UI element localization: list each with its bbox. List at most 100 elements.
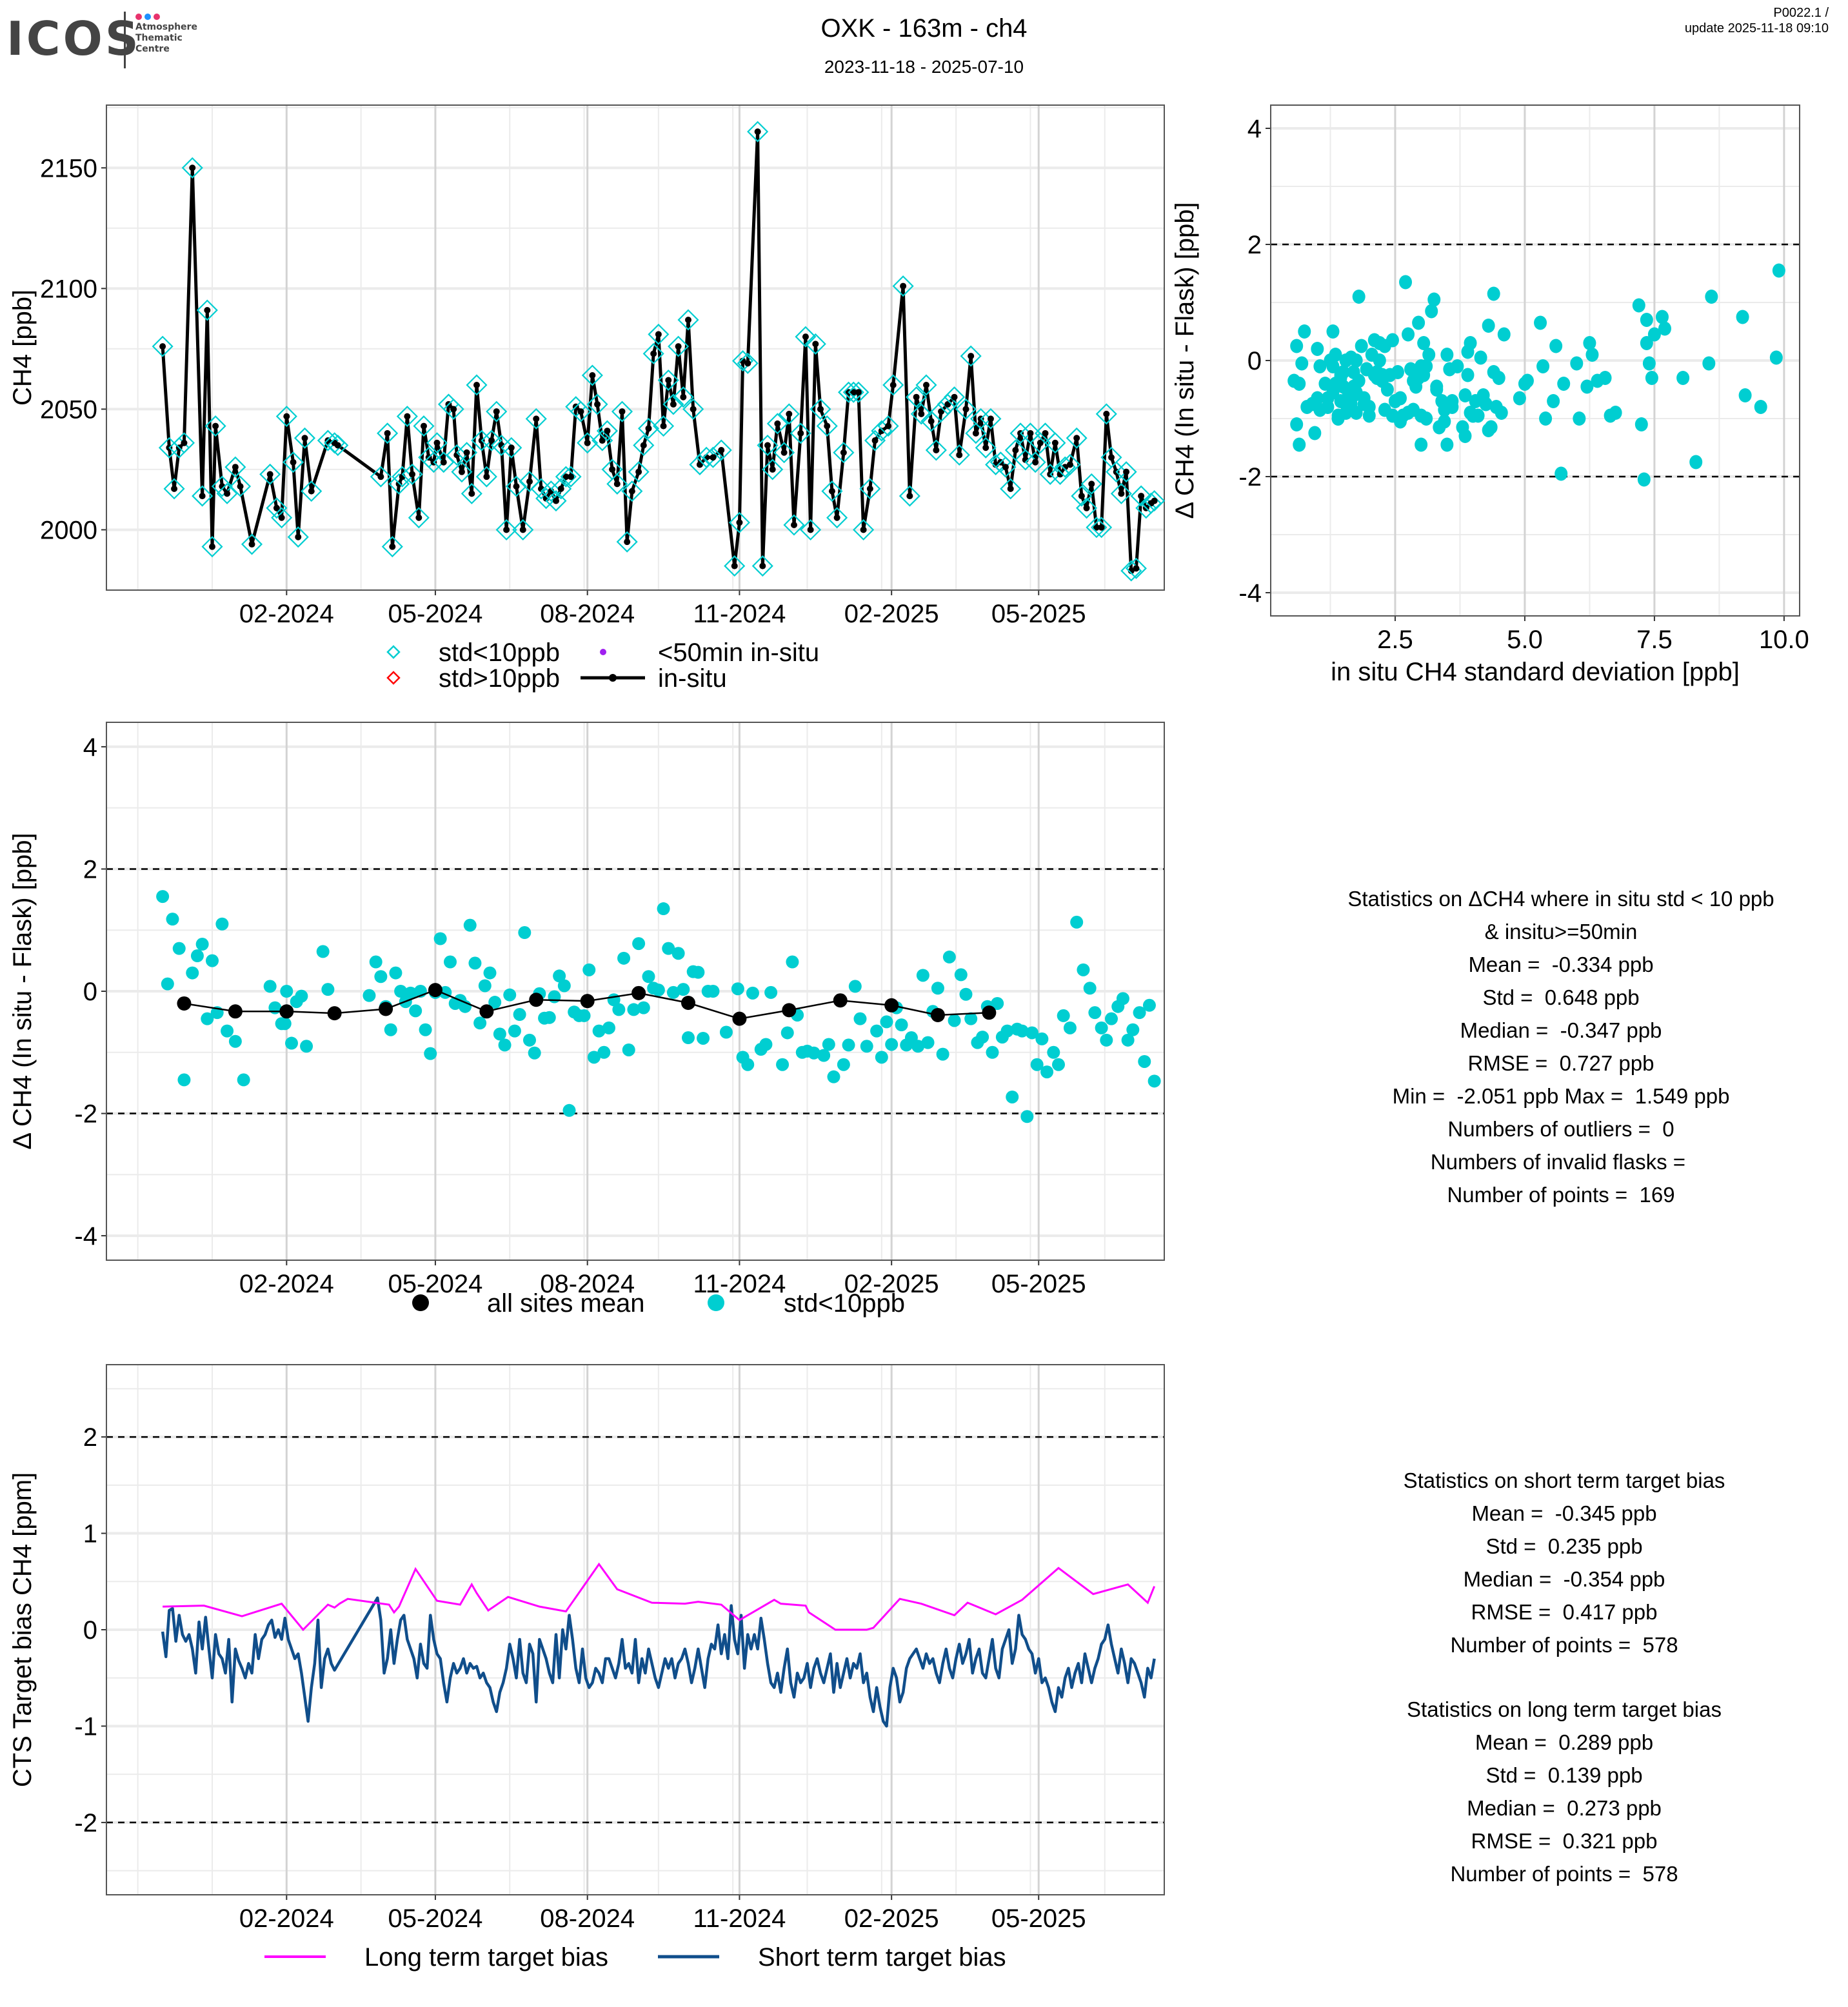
scatter-point (1349, 385, 1363, 400)
scatter-point (1555, 466, 1568, 481)
flask-std-lt10-marker (581, 364, 603, 386)
scatter-point (1580, 379, 1594, 394)
flask-std-lt10-marker (1066, 427, 1088, 449)
delta-vs-std-scatter-chart: -4 -2 0 2 4 2.5 5.0 7.5 10.0 Δ CH4 (In situ - Fla… (1171, 104, 1809, 686)
flask-std-lt10-marker (677, 309, 699, 331)
flask-std-lt10-marker (653, 415, 675, 437)
in-situ-point (1007, 485, 1014, 492)
flask-std-lt10-marker (505, 475, 528, 497)
scatter-point (1645, 371, 1658, 385)
delta-point (1116, 992, 1129, 1005)
delta-point (1015, 1024, 1029, 1038)
stats-rmse: RMSE = 0.727 ppb (1467, 1051, 1654, 1075)
scatter-point (1634, 417, 1648, 431)
legend-diamond-cyan-icon (386, 645, 401, 659)
flask-std-lt10-marker (422, 451, 444, 473)
delta-point (807, 1046, 820, 1060)
delta-point (166, 913, 179, 926)
delta-timeseries-chart: -4 -2 0 2 4 02-2024 05-2024 08-2024 11-2024 02-20… (8, 722, 1165, 1318)
delta-point (404, 986, 417, 1000)
delta-point (409, 1004, 422, 1018)
scatter-point (1451, 359, 1464, 373)
in-situ-point (885, 422, 892, 430)
scatter-point (1549, 339, 1563, 353)
all-sites-mean-point (428, 983, 442, 998)
scatter-point (1440, 348, 1454, 362)
flask-std-lt10-marker (633, 434, 655, 457)
flask-std-lt10-marker (842, 381, 864, 403)
delta-point (518, 926, 532, 940)
scatter-point (1349, 406, 1363, 420)
flask-std-lt10-marker (621, 480, 643, 502)
scatter-point (1326, 359, 1340, 373)
delta-point (627, 1003, 641, 1016)
flask-std-lt10-marker (910, 403, 932, 425)
delta-point (542, 1011, 556, 1024)
x-tick-label: 2.5 (1377, 626, 1413, 654)
y-tick-label: 0 (83, 978, 97, 1006)
flask-std-lt10-marker (816, 415, 838, 437)
flask-std-lt10-marker (241, 533, 263, 555)
in-situ-point (1078, 493, 1085, 500)
delta-point (822, 1038, 835, 1051)
in-situ-point (568, 473, 575, 480)
delta-point (642, 970, 655, 984)
flask-std-lt10-marker (833, 442, 855, 464)
y-tick-label: -2 (74, 1809, 97, 1837)
delta-point (592, 1024, 606, 1038)
in-situ-point (640, 442, 647, 449)
scatter-point (1655, 310, 1669, 324)
all-sites-mean-point (732, 1011, 747, 1026)
delta-point (1133, 1006, 1146, 1020)
delta-point (1105, 1012, 1118, 1025)
flask-std-lt10-marker (838, 381, 860, 403)
scatter-point (1647, 327, 1661, 342)
delta-point (651, 984, 665, 997)
delta-point (1052, 1058, 1065, 1071)
x-tick-label: 11-2024 (693, 1904, 786, 1933)
delta-point (394, 985, 408, 998)
delta-point (671, 947, 685, 960)
in-situ-point (987, 415, 994, 422)
plot-border (1270, 104, 1800, 617)
scatter-point (1738, 388, 1752, 402)
scatter-point (1658, 321, 1671, 336)
in-situ-point (273, 504, 280, 511)
delta-point (817, 1049, 831, 1062)
all-sites-mean-point (479, 1004, 494, 1019)
flask-std-lt10-marker (396, 406, 418, 428)
flask-std-lt10-marker (960, 345, 982, 367)
in-situ-point (754, 128, 761, 135)
delta-point (478, 979, 492, 993)
flask-std-lt10-marker (512, 519, 534, 541)
in-situ-point (463, 449, 470, 456)
delta-point (1000, 1024, 1014, 1038)
in-situ-point (680, 393, 687, 400)
delta-point (741, 1058, 755, 1071)
flask-std-lt10-marker (275, 406, 297, 428)
logo-dot (154, 14, 160, 20)
flask-std-lt10-marker (1086, 517, 1108, 539)
flask-std-lt10-marker (648, 323, 670, 345)
flask-std-lt10-marker (560, 466, 582, 488)
flask-std-lt10-marker (965, 422, 987, 444)
flask-std-lt10-marker (668, 335, 690, 357)
delta-point (473, 1016, 487, 1030)
in-situ-point (802, 333, 809, 341)
y-tick-label: -4 (74, 1222, 97, 1251)
all-sites-mean-point (580, 994, 595, 1009)
flask-std-lt10-marker (930, 400, 952, 422)
flask-std-lt10-marker (980, 408, 1002, 430)
all-sites-mean-point (379, 1002, 393, 1016)
scatter-point (1430, 382, 1444, 397)
in-situ-point (690, 406, 697, 413)
delta-point (1020, 1110, 1034, 1123)
scatter-point (1642, 356, 1656, 371)
delta-point (190, 949, 204, 963)
in-situ-point (972, 430, 979, 437)
delta-point (786, 955, 799, 969)
flask-std-lt10-marker (728, 511, 750, 533)
flask-std-lt10-marker (259, 463, 281, 485)
delta-point (612, 1003, 626, 1016)
scatter-point (1308, 426, 1322, 440)
